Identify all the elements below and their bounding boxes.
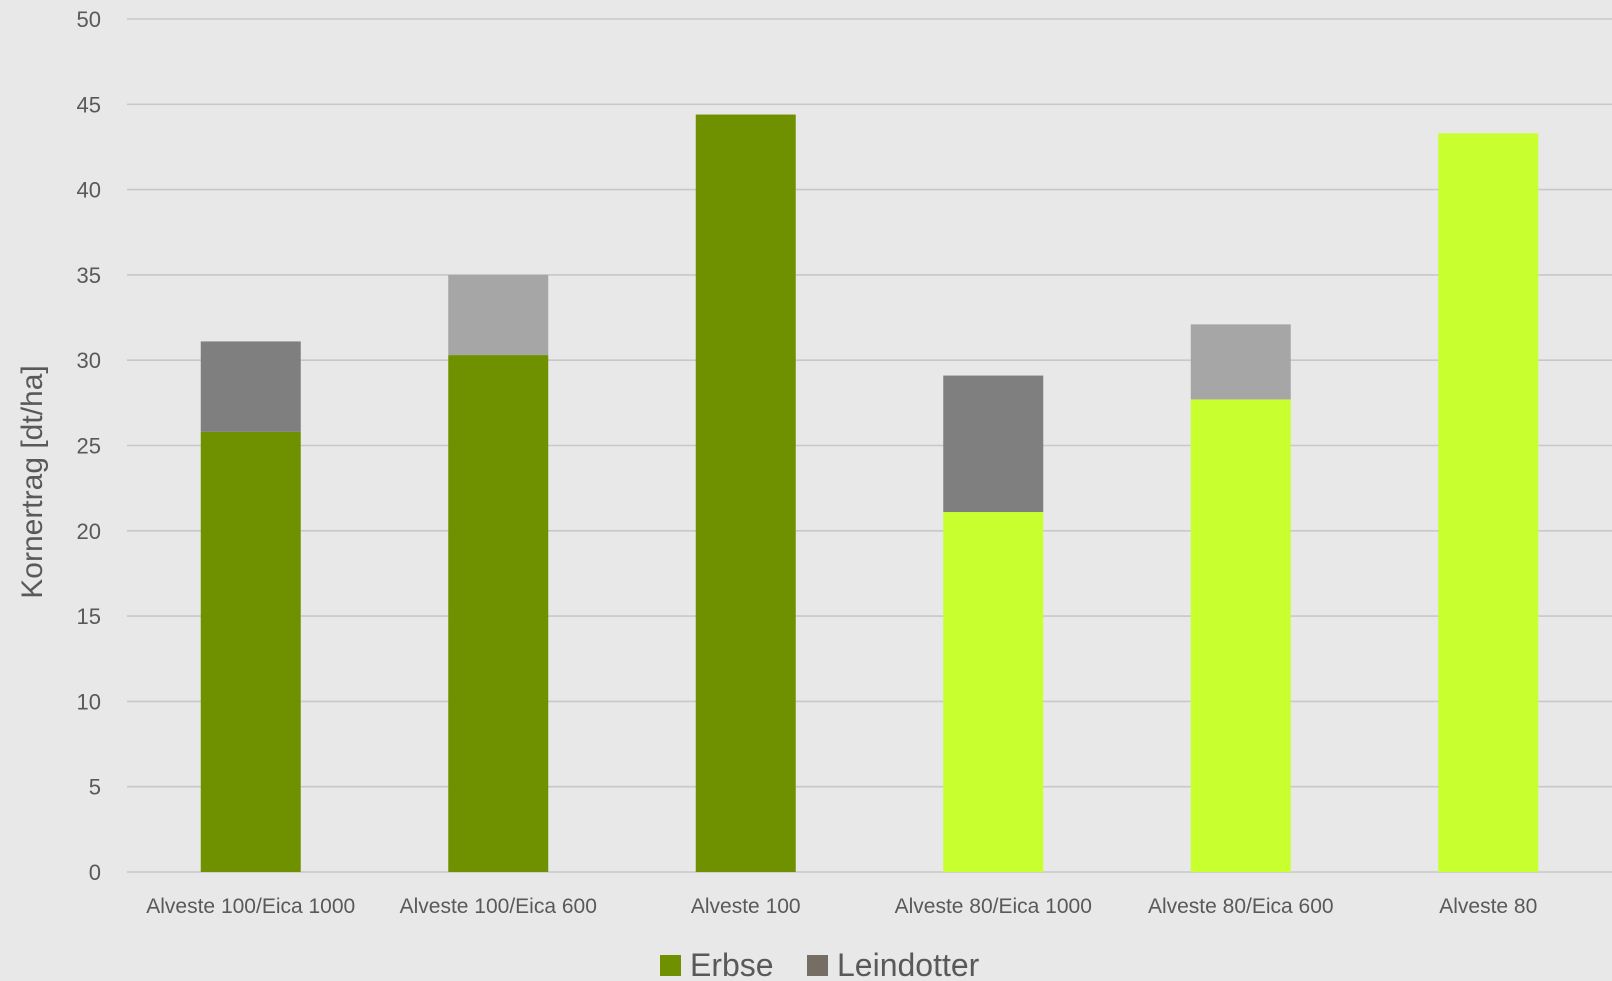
- legend: Erbse Leindotter: [660, 947, 980, 981]
- y-tick-label: 10: [77, 689, 101, 714]
- y-axis-title: Kornertrag [dt/ha]: [16, 365, 49, 598]
- x-tick-label: Alveste 80/Eica 1000: [895, 895, 1092, 918]
- y-tick-label: 40: [77, 178, 101, 203]
- bars: [200, 114, 1539, 872]
- x-tick-label: Alveste 80/Eica 600: [1148, 895, 1334, 918]
- legend-swatch-erbse: [660, 955, 681, 976]
- y-tick-label: 20: [77, 519, 101, 544]
- y-tick-label: 25: [77, 434, 101, 459]
- legend-label-erbse: Erbse: [690, 947, 774, 981]
- y-tick-label: 50: [77, 7, 101, 32]
- bar-erbse-5: [1190, 399, 1291, 872]
- y-tick-label: 15: [77, 604, 101, 629]
- gridlines: [127, 18, 1612, 873]
- x-tick-label: Alveste 80: [1439, 895, 1537, 918]
- y-axis-ticks: 0 5 10 15 20 25 30 35 40 45 50: [77, 7, 101, 885]
- y-tick-label: 30: [77, 348, 101, 373]
- x-tick-label: Alveste 100/Eica 600: [400, 895, 597, 918]
- bar-erbse-3: [695, 114, 796, 872]
- legend-label-leindotter: Leindotter: [837, 947, 980, 981]
- bar-leindotter-4: [943, 375, 1044, 513]
- y-tick-label: 45: [77, 92, 101, 117]
- bar-erbse-6: [1438, 133, 1539, 872]
- bar-leindotter-1: [200, 341, 301, 432]
- x-tick-label: Alveste 100: [691, 895, 801, 918]
- y-tick-label: 5: [89, 775, 101, 800]
- bar-erbse-4: [943, 512, 1044, 872]
- y-tick-label: 0: [89, 860, 101, 885]
- bar-leindotter-2: [448, 274, 549, 356]
- x-axis-labels: Alveste 100/Eica 1000 Alveste 100/Eica 60…: [146, 895, 1537, 918]
- y-tick-label: 35: [77, 263, 101, 288]
- bar-erbse-1: [200, 431, 301, 872]
- bar-leindotter-5: [1190, 324, 1291, 400]
- bar-erbse-2: [448, 355, 549, 872]
- legend-swatch-leindotter: [807, 955, 828, 976]
- x-tick-label: Alveste 100/Eica 1000: [146, 895, 355, 918]
